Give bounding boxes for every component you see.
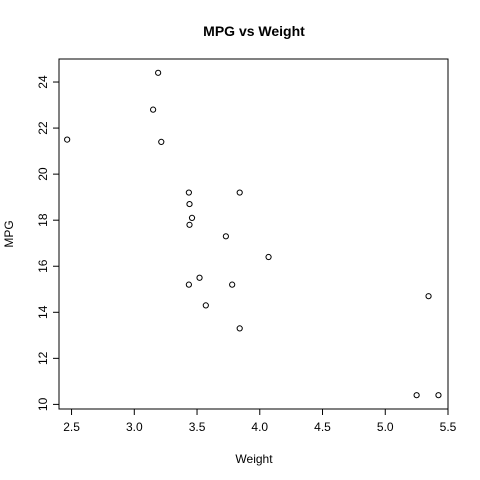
chart-title: MPG vs Weight (203, 23, 305, 39)
data-point (236, 325, 243, 332)
y-axis: 10 12 14 16 18 20 22 24 (36, 75, 59, 411)
y-tick-label: 10 (36, 397, 50, 411)
y-tick-label: 20 (36, 167, 50, 181)
data-point (185, 189, 192, 196)
data-point (265, 253, 272, 261)
data-point (186, 200, 193, 208)
x-tick-label: 3.0 (126, 420, 143, 434)
data-points (64, 69, 442, 399)
data-point (222, 233, 229, 240)
data-point (202, 302, 209, 309)
data-point (150, 106, 157, 113)
plot-frame (58, 58, 449, 410)
x-tick-label: 2.5 (63, 420, 80, 434)
data-point (186, 221, 193, 228)
data-point (236, 189, 243, 196)
y-tick-label: 24 (36, 75, 50, 89)
data-point (413, 392, 420, 399)
x-axis-label: Weight (235, 452, 273, 466)
data-point (155, 69, 162, 76)
data-point (158, 138, 165, 145)
y-tick-label: 22 (36, 121, 50, 135)
data-point (435, 392, 442, 399)
data-point (229, 281, 236, 288)
data-point (188, 214, 196, 221)
y-tick-label: 16 (36, 259, 50, 273)
data-point (64, 136, 71, 143)
data-point (425, 293, 432, 300)
x-tick-label: 3.5 (189, 420, 206, 434)
x-tick-label: 4.0 (251, 420, 268, 434)
x-tick-label: 5.0 (377, 420, 394, 434)
x-axis: 2.5 3.0 3.5 4.0 4.5 5.0 5.5 (63, 409, 457, 434)
y-tick-label: 14 (36, 305, 50, 319)
x-tick-label: 4.5 (314, 420, 331, 434)
y-tick-label: 12 (36, 351, 50, 365)
x-tick-label: 5.5 (440, 420, 457, 434)
data-point (196, 274, 203, 281)
data-point (185, 281, 192, 288)
y-axis-label: MPG (2, 220, 16, 247)
y-tick-label: 18 (36, 213, 50, 227)
